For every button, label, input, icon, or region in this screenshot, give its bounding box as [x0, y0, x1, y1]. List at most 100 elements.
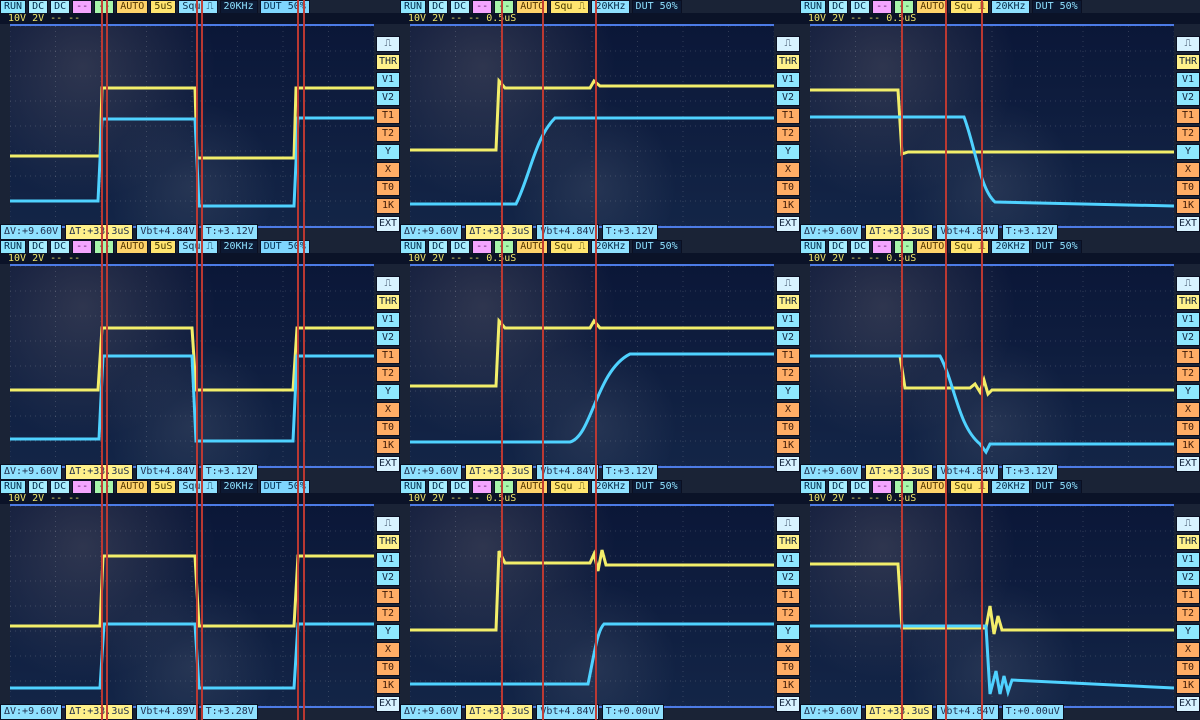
side-menu-item[interactable]: THR — [376, 294, 400, 310]
side-menu-item[interactable]: X — [1176, 402, 1200, 418]
side-menu-item[interactable]: T1 — [776, 348, 800, 364]
side-menu-item[interactable]: 1K — [376, 198, 400, 214]
side-menu-item[interactable]: V2 — [376, 570, 400, 586]
side-menu-item[interactable]: Y — [776, 384, 800, 400]
trigger-icon: ⎍ — [1176, 36, 1200, 52]
side-menu-item[interactable]: T0 — [776, 180, 800, 196]
measurement-value: Vbt+4.84V — [936, 224, 999, 240]
side-menu-item[interactable]: X — [1176, 642, 1200, 658]
side-menu-item[interactable]: 1K — [376, 438, 400, 454]
side-menu-item[interactable]: THR — [1176, 54, 1200, 70]
side-menu-item[interactable]: 1K — [376, 678, 400, 694]
side-menu-item[interactable]: T2 — [776, 126, 800, 142]
side-menu-item[interactable]: T1 — [776, 588, 800, 604]
side-menu-item[interactable]: T2 — [376, 606, 400, 622]
measurement-value: ΔV:+9.60V — [800, 224, 863, 240]
side-menu-item[interactable]: T1 — [1176, 348, 1200, 364]
side-menu-item[interactable]: X — [376, 642, 400, 658]
side-menu-item[interactable]: THR — [376, 54, 400, 70]
side-menu-item[interactable]: T0 — [776, 420, 800, 436]
side-menu-item[interactable]: T0 — [1176, 180, 1200, 196]
side-menu-item[interactable]: 1K — [776, 438, 800, 454]
side-menu-item[interactable]: T0 — [376, 660, 400, 676]
side-menu-item[interactable]: Y — [776, 144, 800, 160]
top-status-item: DUT 50% — [1031, 480, 1082, 494]
side-menu-item[interactable]: X — [776, 642, 800, 658]
side-menu-item[interactable]: V2 — [1176, 570, 1200, 586]
side-menu-item[interactable]: V1 — [376, 72, 400, 88]
side-menu-item[interactable]: V1 — [776, 72, 800, 88]
side-menu-item[interactable]: X — [776, 402, 800, 418]
side-menu-item[interactable]: EXT — [776, 216, 800, 232]
side-menu-item[interactable]: EXT — [1176, 696, 1200, 712]
side-menu-item[interactable]: V2 — [1176, 330, 1200, 346]
side-menu-item[interactable]: T2 — [1176, 606, 1200, 622]
side-menu-item[interactable]: V1 — [776, 312, 800, 328]
side-menu-item[interactable]: T2 — [1176, 366, 1200, 382]
top-status-item: 20KHz — [991, 240, 1030, 254]
side-menu-item[interactable]: X — [376, 162, 400, 178]
side-menu-item[interactable]: T1 — [376, 588, 400, 604]
waveform-plot — [810, 266, 1174, 466]
side-menu-item[interactable]: THR — [1176, 294, 1200, 310]
side-menu-item[interactable]: EXT — [376, 456, 400, 472]
side-menu-item[interactable]: V2 — [776, 330, 800, 346]
side-menu-item[interactable]: T2 — [376, 366, 400, 382]
side-menu-item[interactable]: THR — [376, 534, 400, 550]
side-menu-item[interactable]: THR — [776, 54, 800, 70]
top-status-item: DC — [50, 480, 71, 494]
side-menu-item[interactable]: V1 — [376, 312, 400, 328]
side-menu-item[interactable]: THR — [1176, 534, 1200, 550]
side-menu-item[interactable]: V1 — [1176, 312, 1200, 328]
side-menu-item[interactable]: T0 — [376, 180, 400, 196]
scale-value: 2V — [432, 253, 445, 264]
side-menu-item[interactable]: Y — [376, 624, 400, 640]
top-status-item: 20KHz — [591, 0, 630, 14]
side-menu-item[interactable]: V1 — [1176, 552, 1200, 568]
side-menu-item[interactable]: Y — [1176, 624, 1200, 640]
side-menu-item[interactable]: X — [1176, 162, 1200, 178]
side-menu-item[interactable]: EXT — [376, 216, 400, 232]
side-menu-item[interactable]: T1 — [1176, 108, 1200, 124]
side-menu-item[interactable]: T1 — [1176, 588, 1200, 604]
side-menu-item[interactable]: Y — [1176, 384, 1200, 400]
side-menu-item[interactable]: THR — [776, 294, 800, 310]
side-menu-item[interactable]: T2 — [1176, 126, 1200, 142]
side-menu-item[interactable]: T1 — [776, 108, 800, 124]
side-menu-item[interactable]: EXT — [1176, 216, 1200, 232]
side-menu-item[interactable]: Y — [376, 384, 400, 400]
side-menu-item[interactable]: V1 — [776, 552, 800, 568]
side-menu-item[interactable]: V2 — [376, 90, 400, 106]
side-menu-item[interactable]: THR — [776, 534, 800, 550]
top-status-item: Squ ⎍ — [550, 0, 590, 14]
side-menu-item[interactable]: T0 — [1176, 660, 1200, 676]
side-menu-item[interactable]: X — [776, 162, 800, 178]
side-menu-item[interactable]: V2 — [776, 570, 800, 586]
side-menu-item[interactable]: Y — [1176, 144, 1200, 160]
side-menu-item[interactable]: V2 — [376, 330, 400, 346]
side-menu-item[interactable]: V2 — [776, 90, 800, 106]
side-menu-item[interactable]: V1 — [376, 552, 400, 568]
side-menu-item[interactable]: Y — [376, 144, 400, 160]
side-menu-item[interactable]: 1K — [776, 678, 800, 694]
side-menu-item[interactable]: V1 — [1176, 72, 1200, 88]
side-menu-item[interactable]: 1K — [1176, 438, 1200, 454]
side-menu-item[interactable]: X — [376, 402, 400, 418]
side-menu-item[interactable]: T2 — [776, 606, 800, 622]
side-menu-item[interactable]: T1 — [376, 348, 400, 364]
side-menu-item[interactable]: 1K — [1176, 198, 1200, 214]
side-menu-item[interactable]: EXT — [776, 696, 800, 712]
side-menu-item[interactable]: Y — [776, 624, 800, 640]
scale-value: -- — [468, 493, 481, 504]
side-menu-item[interactable]: V2 — [1176, 90, 1200, 106]
side-menu-item[interactable]: T0 — [376, 420, 400, 436]
side-menu-item[interactable]: T2 — [776, 366, 800, 382]
side-menu-item[interactable]: T1 — [376, 108, 400, 124]
side-menu-item[interactable]: EXT — [376, 696, 400, 712]
side-menu-item[interactable]: T0 — [776, 660, 800, 676]
side-menu-item[interactable]: T2 — [376, 126, 400, 142]
side-menu-item[interactable]: T0 — [1176, 420, 1200, 436]
side-menu-item[interactable]: EXT — [776, 456, 800, 472]
side-menu-item[interactable]: 1K — [1176, 678, 1200, 694]
side-menu-item[interactable]: 1K — [776, 198, 800, 214]
